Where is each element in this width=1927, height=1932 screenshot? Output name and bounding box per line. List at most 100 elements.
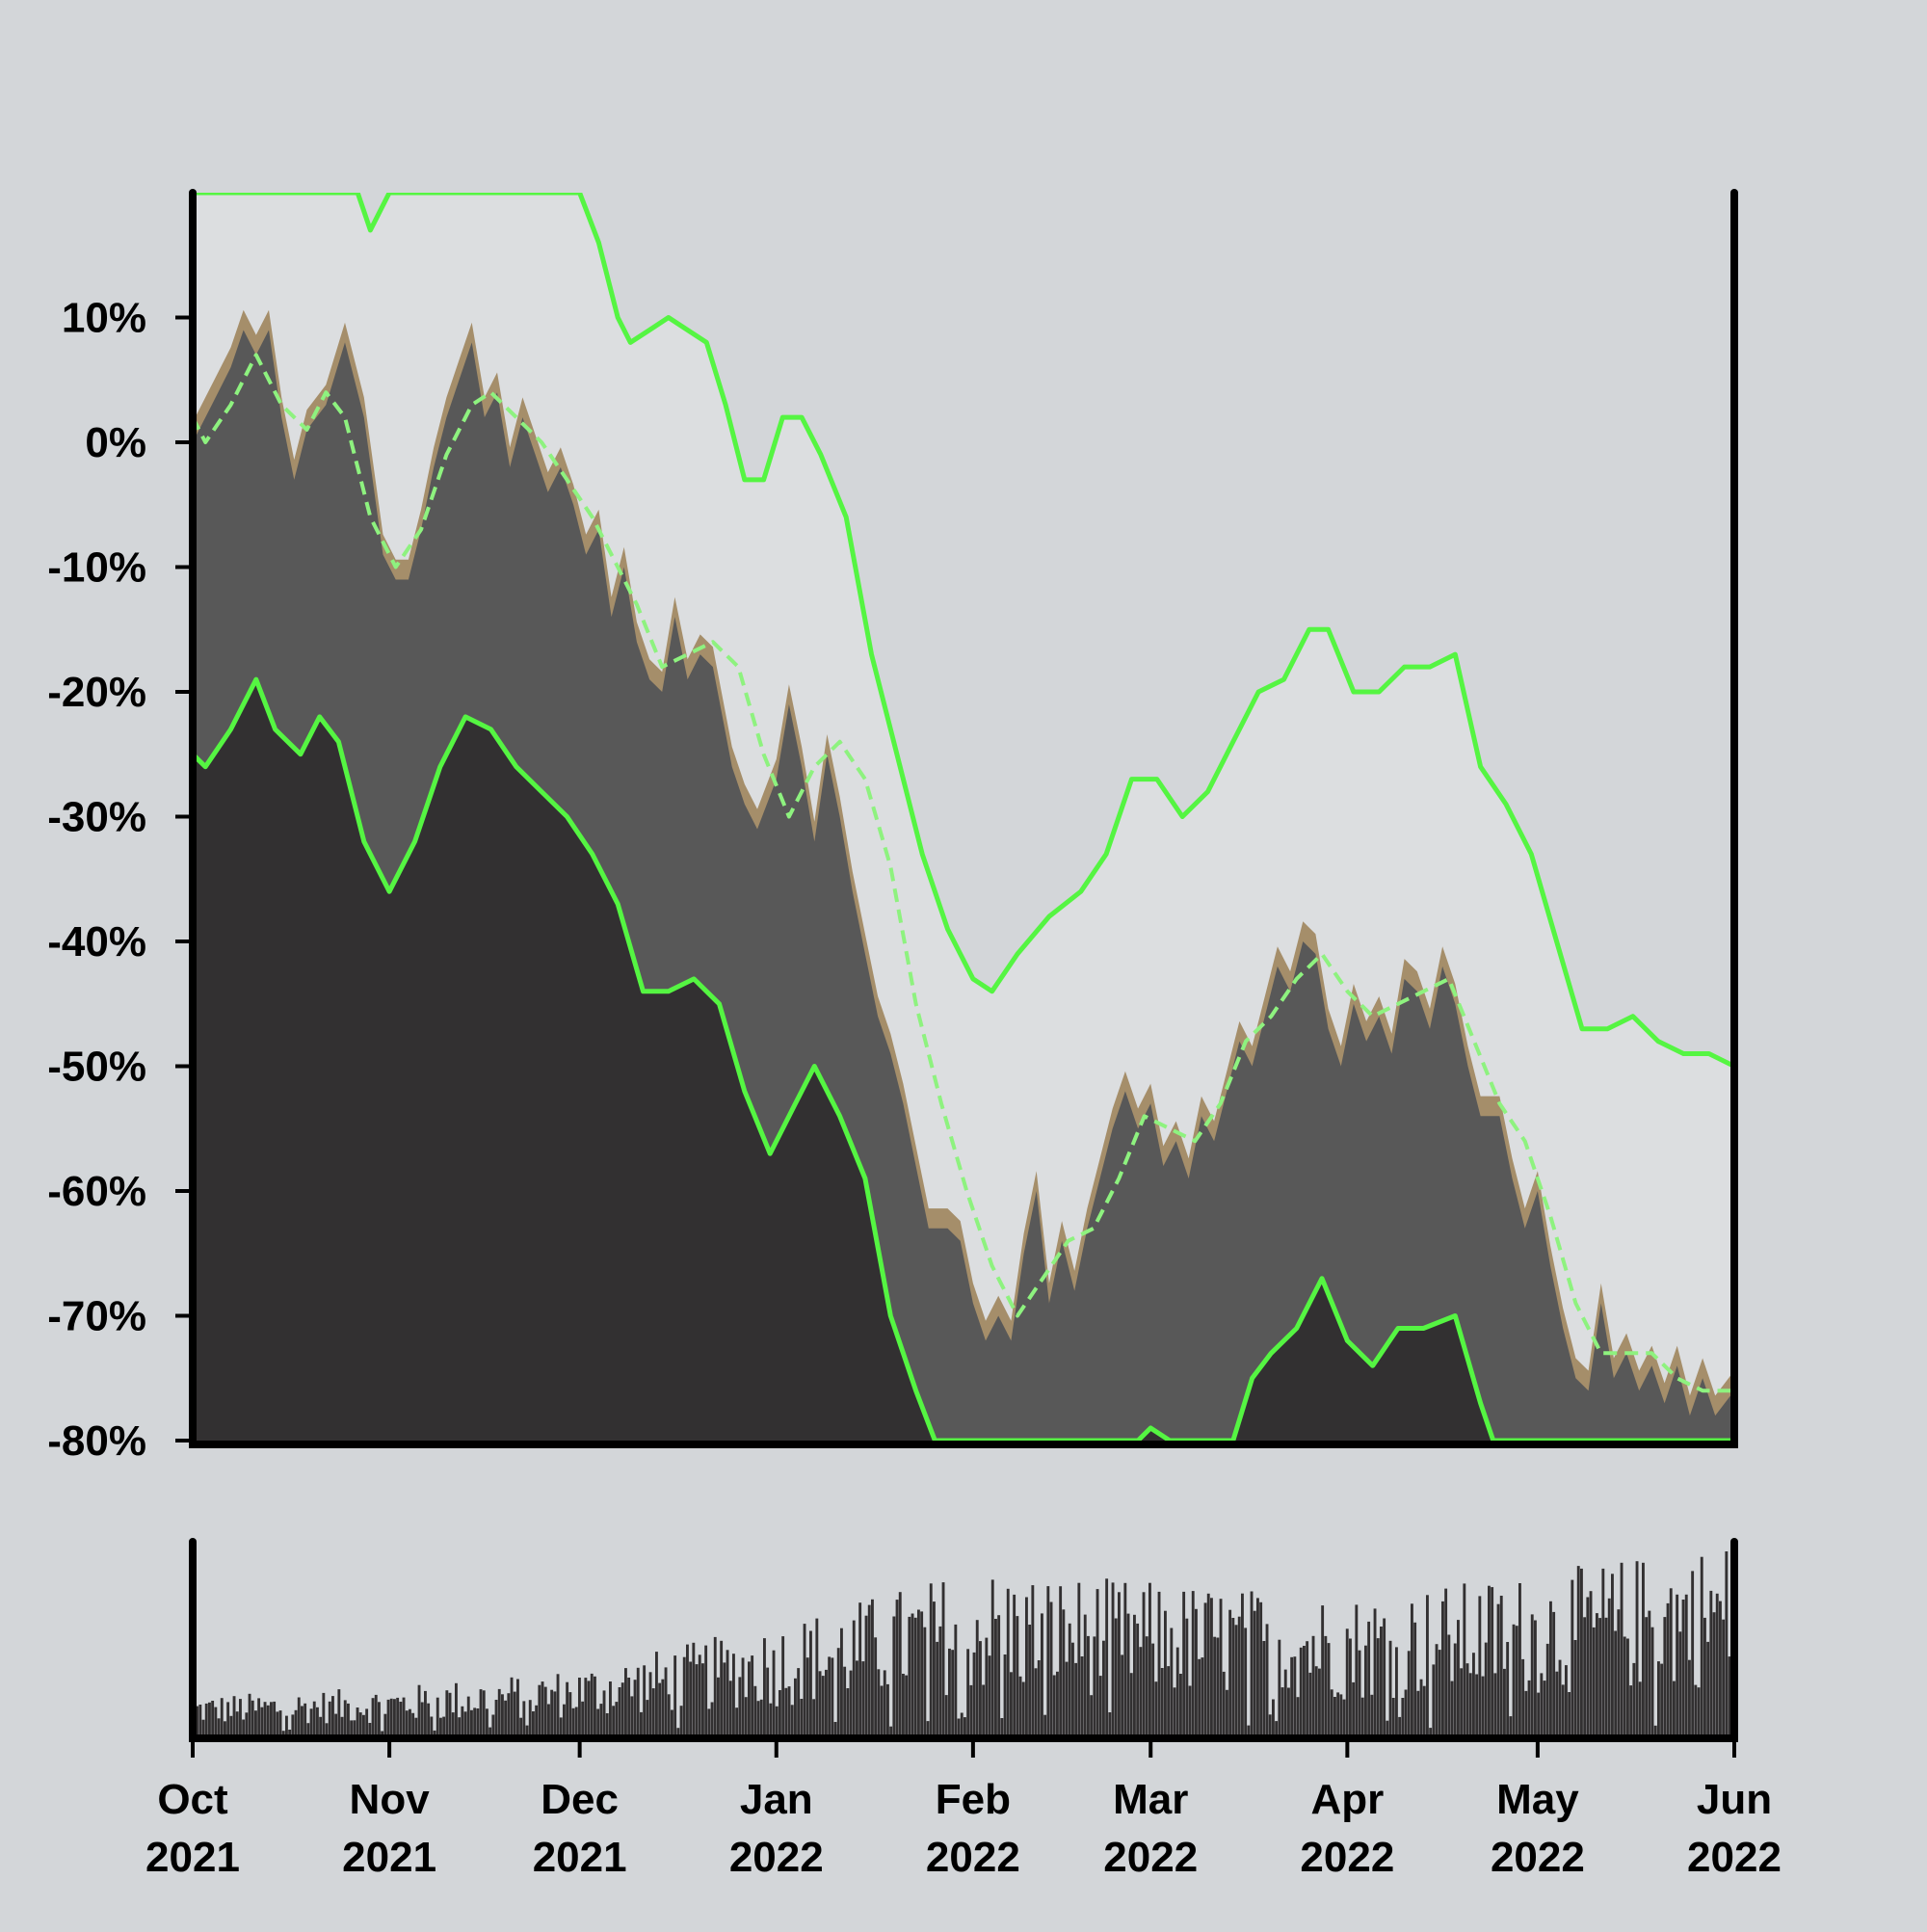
volume-bar [707, 1708, 711, 1734]
volume-bar [620, 1682, 624, 1734]
volume-bar [254, 1710, 257, 1734]
volume-bar [522, 1701, 526, 1734]
volume-bar [1552, 1611, 1556, 1734]
lower-band-line [193, 676, 1734, 1441]
volume-bar [803, 1624, 806, 1734]
volume-bar [1545, 1643, 1549, 1734]
volume-bar [1299, 1647, 1303, 1734]
volume-bar [584, 1678, 588, 1734]
volume-bar [1253, 1610, 1256, 1734]
volume-bar [1391, 1698, 1395, 1734]
volume-bar [581, 1701, 585, 1734]
volume-bar [550, 1689, 554, 1734]
volume-bar [389, 1698, 393, 1734]
volume-bar [532, 1711, 535, 1734]
volume-bar [1160, 1668, 1164, 1734]
volume-bar [710, 1702, 714, 1734]
volume-bar [1121, 1654, 1124, 1734]
volume-bar [466, 1696, 470, 1734]
volume-bar [1139, 1647, 1143, 1734]
volume-bar [1185, 1618, 1189, 1734]
volume-bar [1398, 1716, 1402, 1734]
volume-bar [1592, 1627, 1596, 1734]
volume-bar [1629, 1685, 1633, 1734]
volume-bar [1056, 1671, 1059, 1734]
volume-bar [497, 1688, 501, 1734]
volume-bar [682, 1656, 686, 1734]
volume-bar [1083, 1614, 1087, 1734]
volume-bar [775, 1706, 779, 1734]
volume-bar [358, 1712, 362, 1734]
volume-bar [433, 1730, 436, 1734]
volume-bar [1386, 1720, 1389, 1734]
volume-bar [1167, 1666, 1171, 1734]
volume-bar [251, 1700, 254, 1734]
volume-bar [1333, 1697, 1336, 1734]
volume-bar [1231, 1618, 1235, 1734]
volume-bar [1468, 1673, 1472, 1734]
volume-bar [751, 1655, 754, 1734]
volume-bar [1118, 1592, 1121, 1734]
volume-bar [781, 1636, 785, 1734]
volume-bar [692, 1642, 696, 1734]
volume-bar [1660, 1663, 1664, 1734]
volume-bar [409, 1708, 411, 1734]
volume-bar [1216, 1637, 1220, 1734]
volume-bar [535, 1705, 539, 1734]
volume-bar [941, 1582, 945, 1734]
volume-bar [1555, 1671, 1559, 1734]
volume-bar [488, 1727, 492, 1734]
volume-bar [1336, 1692, 1340, 1734]
volume-bar [1010, 1672, 1013, 1734]
volume-bar [1506, 1642, 1510, 1734]
volume-bar [1213, 1636, 1217, 1734]
volume-bar [1694, 1684, 1698, 1734]
volume-bar [713, 1636, 717, 1734]
volume-bar [920, 1611, 924, 1734]
volume-bar [756, 1701, 760, 1734]
volume-bar [1296, 1697, 1300, 1734]
volume-bar [1666, 1602, 1670, 1734]
volume-bar [547, 1704, 550, 1734]
volume-bar [1626, 1638, 1629, 1734]
volume-bar [679, 1706, 683, 1734]
volume-bar [1645, 1617, 1649, 1734]
volume-bar [1126, 1613, 1130, 1734]
volume-bar [864, 1615, 868, 1734]
volume-bar [944, 1695, 948, 1734]
volume-bar [1499, 1596, 1503, 1734]
volume-bar [602, 1690, 606, 1734]
volume-bar [1565, 1665, 1568, 1734]
volume-bar [1247, 1725, 1251, 1734]
volume-bar [1256, 1598, 1259, 1734]
volume-bar [1049, 1601, 1053, 1734]
volume-bar [232, 1696, 236, 1734]
x-tick-month: Apr [1310, 1776, 1384, 1823]
y-tick-label: -30% [47, 794, 146, 841]
volume-bar [1098, 1676, 1102, 1734]
volume-bar [658, 1682, 662, 1734]
volume-bar [1016, 1616, 1019, 1734]
volume-bar [1596, 1613, 1598, 1734]
volume-bar [936, 1641, 939, 1734]
volume-bar [643, 1665, 647, 1734]
volume-bar [294, 1709, 298, 1734]
volume-bar [1324, 1635, 1328, 1734]
volume-bar [347, 1703, 350, 1734]
volume-bar [673, 1655, 677, 1734]
volume-bar [840, 1628, 843, 1734]
volume-bar [1173, 1687, 1176, 1734]
volume-bar [1287, 1687, 1290, 1734]
volume-bar [852, 1620, 856, 1734]
volume-bar [651, 1688, 655, 1734]
volume-bar [805, 1657, 809, 1734]
volume-bar [1598, 1618, 1602, 1734]
volume-bar [609, 1681, 612, 1734]
volume-bar [1706, 1641, 1710, 1734]
volume-bar [1481, 1676, 1485, 1734]
volume-bar [605, 1713, 609, 1734]
volume-bar [204, 1703, 208, 1734]
volume-bar [1653, 1725, 1657, 1734]
volume-bar [790, 1705, 794, 1734]
volume-bar [618, 1687, 621, 1734]
